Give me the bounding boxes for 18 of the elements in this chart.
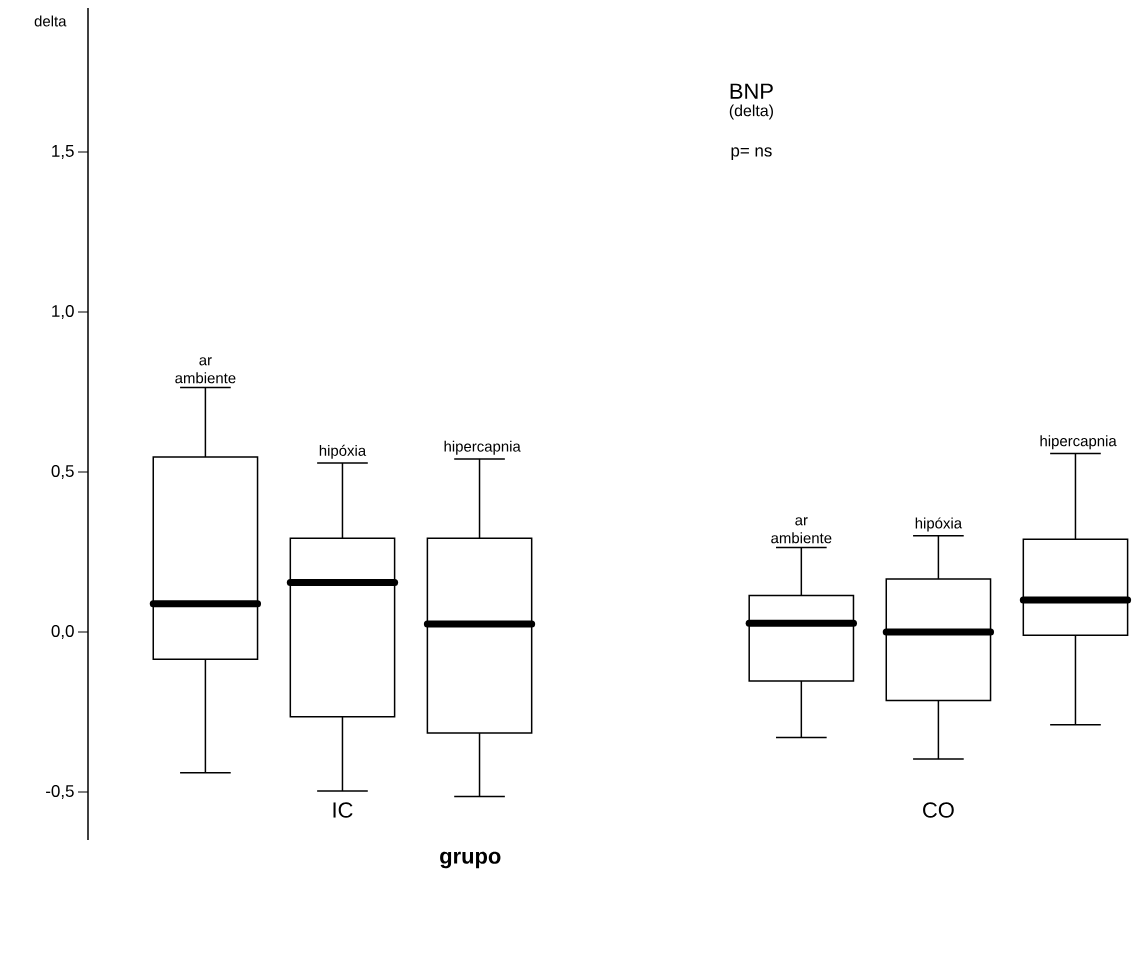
y-tick-label: 0,5 <box>51 465 74 479</box>
x-tick-label: CO <box>923 802 954 818</box>
y-tick-label: -0,5 <box>46 785 74 799</box>
annotation: hipóxia <box>319 444 367 459</box>
y-tick-label: 0,0 <box>51 625 74 639</box>
annotation: p= ns <box>731 147 772 160</box>
annotation: hipóxia <box>915 517 963 532</box>
y-tick-label: 1,5 <box>52 145 74 159</box>
annotation: hipercapnia <box>1040 435 1117 450</box>
y-tick-label: 1,0 <box>52 304 74 319</box>
text: BNP <box>730 83 773 99</box>
x-axis-title: grupo <box>440 851 501 869</box>
annotation: ar ambiente <box>175 357 236 384</box>
y-axis-title: delta <box>34 15 67 27</box>
x-tick-label: IC <box>333 802 353 818</box>
text: (delta) <box>729 104 773 120</box>
annotation: hipercapnia <box>444 440 521 455</box>
annotation: ar ambiente <box>771 517 832 544</box>
